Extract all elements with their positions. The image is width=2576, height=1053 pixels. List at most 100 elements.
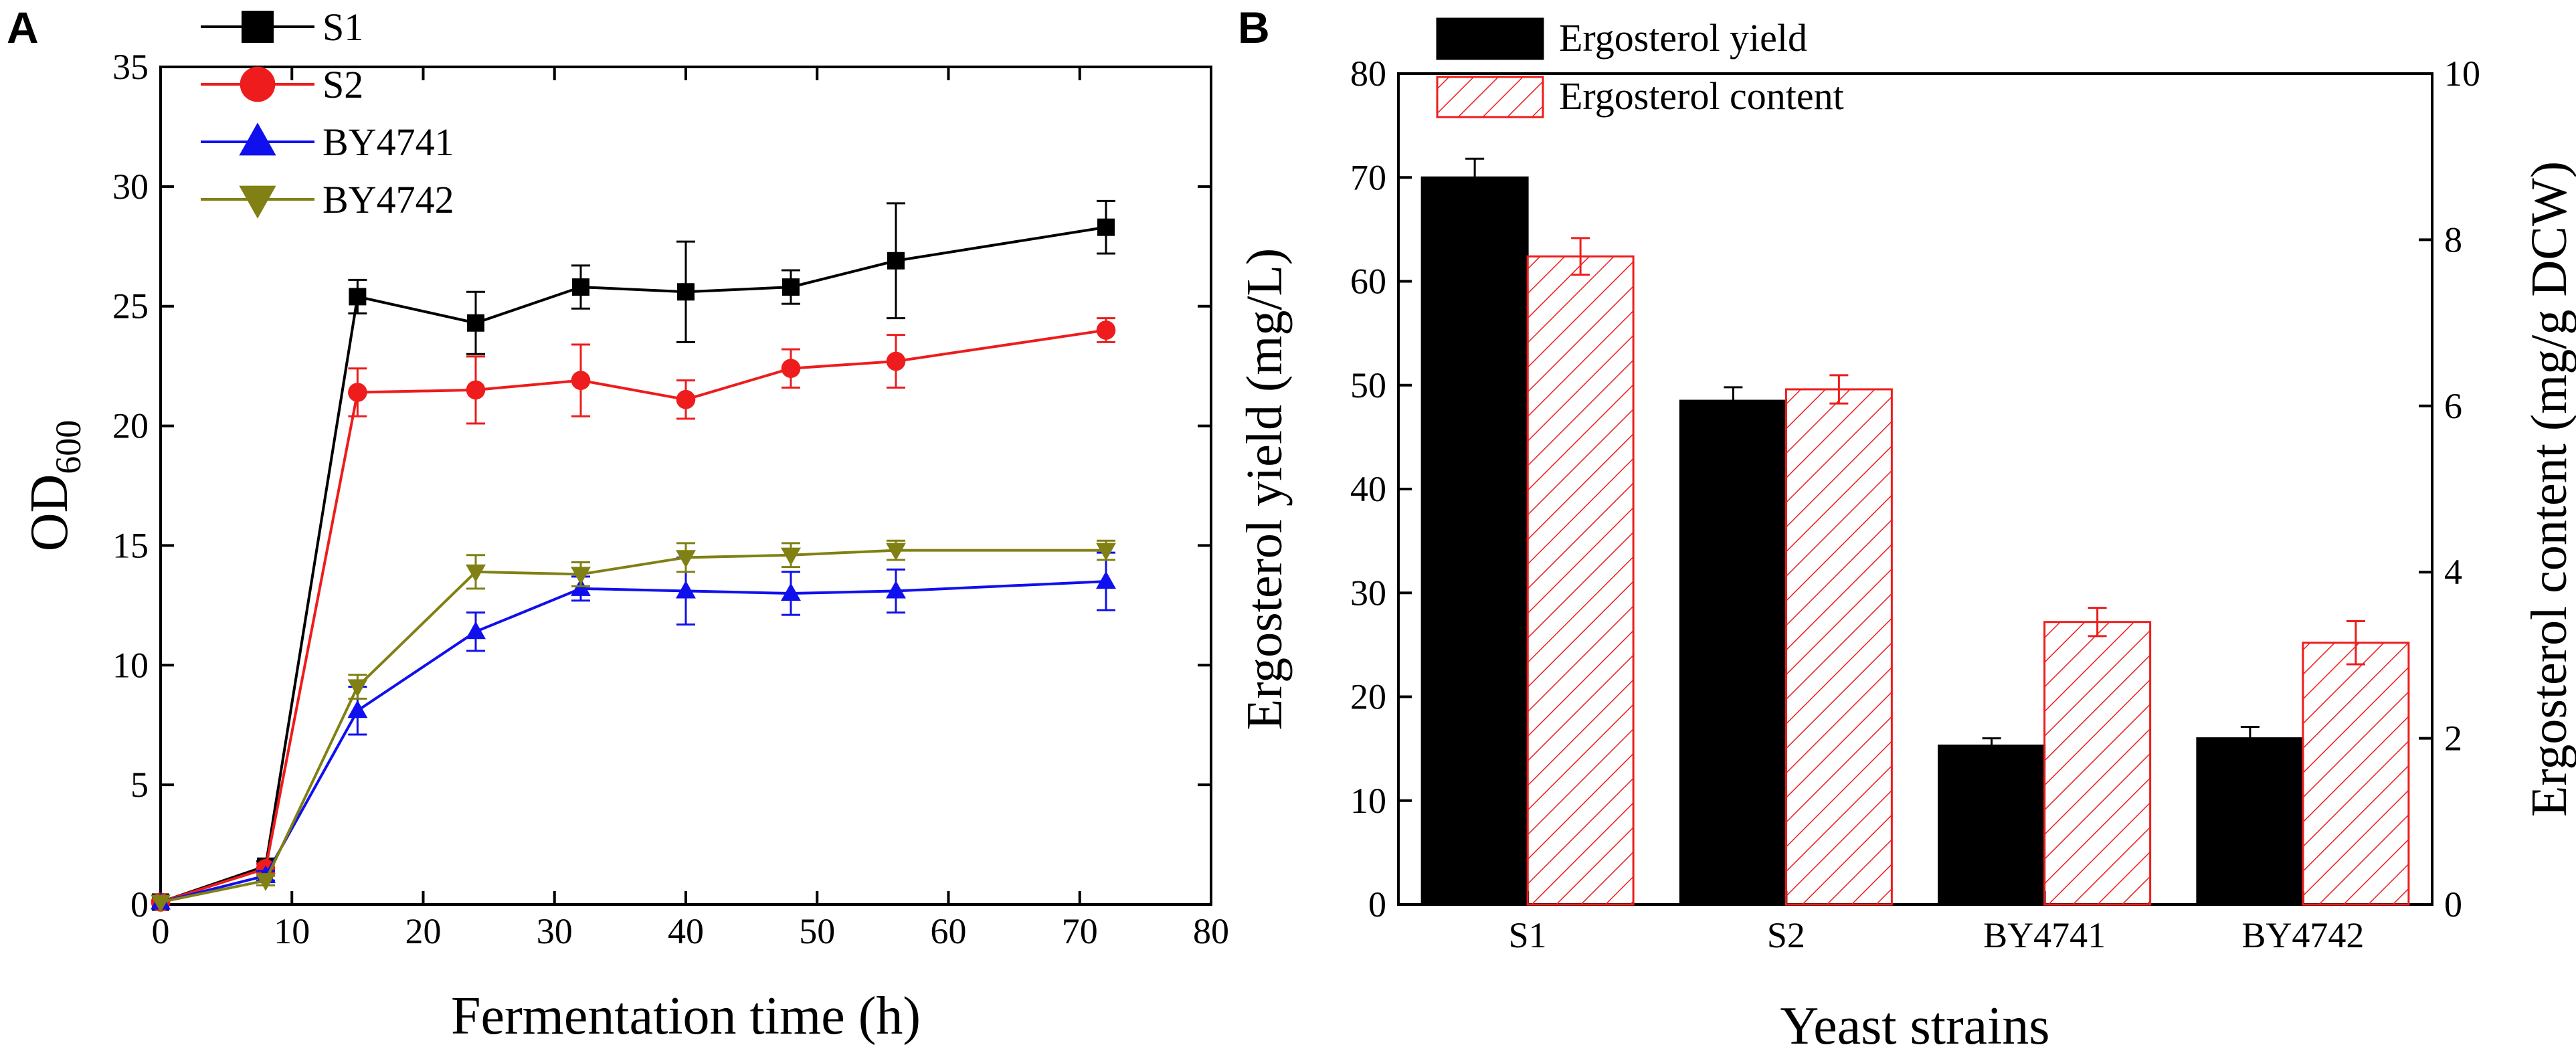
- data-point: [572, 278, 589, 296]
- data-point: [347, 679, 368, 698]
- panel-b-y-ticks: 0 10 20 30 40 50 60 70 80: [1350, 54, 1412, 925]
- right-y-tick-label: 4: [2444, 552, 2462, 592]
- y-tick-label: 60: [1350, 262, 1386, 302]
- legend-label: Ergosterol yield: [1559, 16, 1807, 60]
- y-tick-label: 5: [130, 765, 149, 805]
- y-tick-label: 70: [1350, 157, 1386, 197]
- x-tick-label: 60: [931, 911, 967, 951]
- legend-label: S2: [323, 63, 363, 106]
- panel-a-y-axis-label: OD600: [20, 420, 88, 552]
- data-point: [676, 550, 696, 568]
- right-y-tick-label: 10: [2444, 54, 2480, 94]
- y-tick-label: 50: [1350, 365, 1386, 405]
- series-line: [160, 328, 1107, 904]
- data-point: [466, 621, 486, 640]
- panel-a-legend: S1 S2 BY4741 BY4742: [201, 5, 454, 221]
- y-tick-label: 0: [1368, 884, 1386, 925]
- y-tick-label: 25: [112, 286, 149, 326]
- data-point: [886, 543, 906, 561]
- panel-a-letter: A: [7, 3, 39, 52]
- data-point: [887, 252, 905, 270]
- y-tick-label: 10: [112, 645, 149, 685]
- data-point: [781, 583, 801, 601]
- y-tick-label: 20: [1350, 677, 1386, 717]
- panel-b-letter: B: [1238, 3, 1270, 52]
- x-tick-label: 50: [799, 911, 835, 951]
- data-point: [151, 894, 171, 913]
- data-point: [781, 547, 801, 566]
- panel-b-y-axis-label: Ergosterol yield (mg/L): [1236, 248, 1293, 730]
- series-line: [160, 549, 1106, 904]
- y-tick-label: 0: [130, 884, 149, 925]
- data-point: [347, 700, 368, 719]
- legend-label: S1: [323, 5, 363, 49]
- data-point: [349, 288, 367, 306]
- legend-label: BY4741: [323, 120, 454, 164]
- data-point: [467, 314, 484, 332]
- data-point: [1097, 218, 1115, 236]
- panel-b-right-y-axis-label: Ergosterol content (mg/g DCW): [2521, 161, 2576, 817]
- legend-swatch-content: [1436, 76, 1544, 118]
- series-line: [160, 580, 1107, 904]
- series-by4741: [151, 551, 1116, 910]
- data-point: [571, 567, 591, 585]
- x-tick-label: 80: [1193, 911, 1229, 951]
- x-tick-label: BY4742: [2241, 915, 2364, 955]
- x-tick-label: S2: [1767, 915, 1805, 955]
- panel-a-y-axis-label-main: OD: [20, 474, 79, 552]
- y-tick-label: 30: [1350, 573, 1386, 613]
- panel-a-series: [151, 199, 1116, 913]
- panel-a-y-ticks: 0 5 10 15 20 25 30 35: [112, 47, 1211, 925]
- panel-b-legend: Ergosterol yield Ergosterol content: [1436, 16, 1844, 118]
- data-point: [781, 359, 801, 379]
- right-y-tick-label: 6: [2444, 386, 2462, 426]
- panel-b-x-ticks: S1 S2 BY4741 BY4742: [1509, 891, 2364, 955]
- legend-swatch-yield: [1436, 17, 1544, 60]
- x-tick-label: 0: [152, 911, 170, 951]
- data-point: [676, 580, 696, 599]
- data-point: [1096, 571, 1116, 589]
- yield-bar: [2196, 737, 2304, 906]
- yield-bar: [1938, 744, 2046, 906]
- y-tick-label: 15: [112, 525, 149, 565]
- content-bar: [1784, 388, 1893, 906]
- data-point: [256, 873, 276, 891]
- panel-a: A 0 5 10 15 20 25 30 35 0 10 20 30 40 50 60 70 80 S1 S2 B…: [7, 3, 1229, 1046]
- y-tick-label: 80: [1350, 54, 1386, 94]
- content-bar: [1526, 255, 1635, 906]
- legend-label: Ergosterol content: [1559, 74, 1844, 118]
- data-point: [676, 389, 696, 409]
- data-point: [782, 278, 800, 296]
- right-y-tick-label: 8: [2444, 219, 2462, 260]
- x-tick-label: 70: [1062, 911, 1098, 951]
- panel-b-right-y-ticks: 0 2 4 6 8 10: [2419, 54, 2480, 925]
- series-by4742: [151, 539, 1116, 913]
- panel-a-x-axis-label: Fermentation time (h): [451, 987, 921, 1046]
- x-tick-label: BY4741: [1983, 915, 2106, 955]
- x-tick-label: 20: [405, 911, 442, 951]
- x-tick-label: 40: [668, 911, 704, 951]
- right-y-tick-label: 0: [2444, 884, 2462, 925]
- content-bar: [2302, 642, 2410, 906]
- y-tick-label: 10: [1350, 781, 1386, 821]
- panel-a-x-ticks: 0 10 20 30 40 50 60 70 80: [152, 67, 1229, 951]
- panel-a-y-axis-label-sub: 600: [48, 420, 88, 474]
- legend-marker: [240, 66, 276, 102]
- y-tick-label: 20: [112, 406, 149, 446]
- legend-marker: [239, 185, 276, 219]
- x-tick-label: 30: [537, 911, 573, 951]
- x-tick-label: S1: [1509, 915, 1547, 955]
- data-point: [466, 380, 486, 400]
- y-tick-label: 30: [112, 167, 149, 207]
- y-tick-label: 35: [112, 47, 149, 87]
- yield-bar: [1420, 176, 1529, 906]
- content-bar: [2043, 621, 2152, 906]
- panel-b-x-axis-label: Yeast strains: [1780, 997, 2049, 1053]
- y-tick-label: 40: [1350, 469, 1386, 509]
- series-s1: [152, 199, 1115, 911]
- legend-label: BY4742: [323, 178, 454, 221]
- right-y-tick-label: 2: [2444, 719, 2462, 759]
- data-point: [677, 283, 695, 301]
- data-point: [466, 564, 486, 583]
